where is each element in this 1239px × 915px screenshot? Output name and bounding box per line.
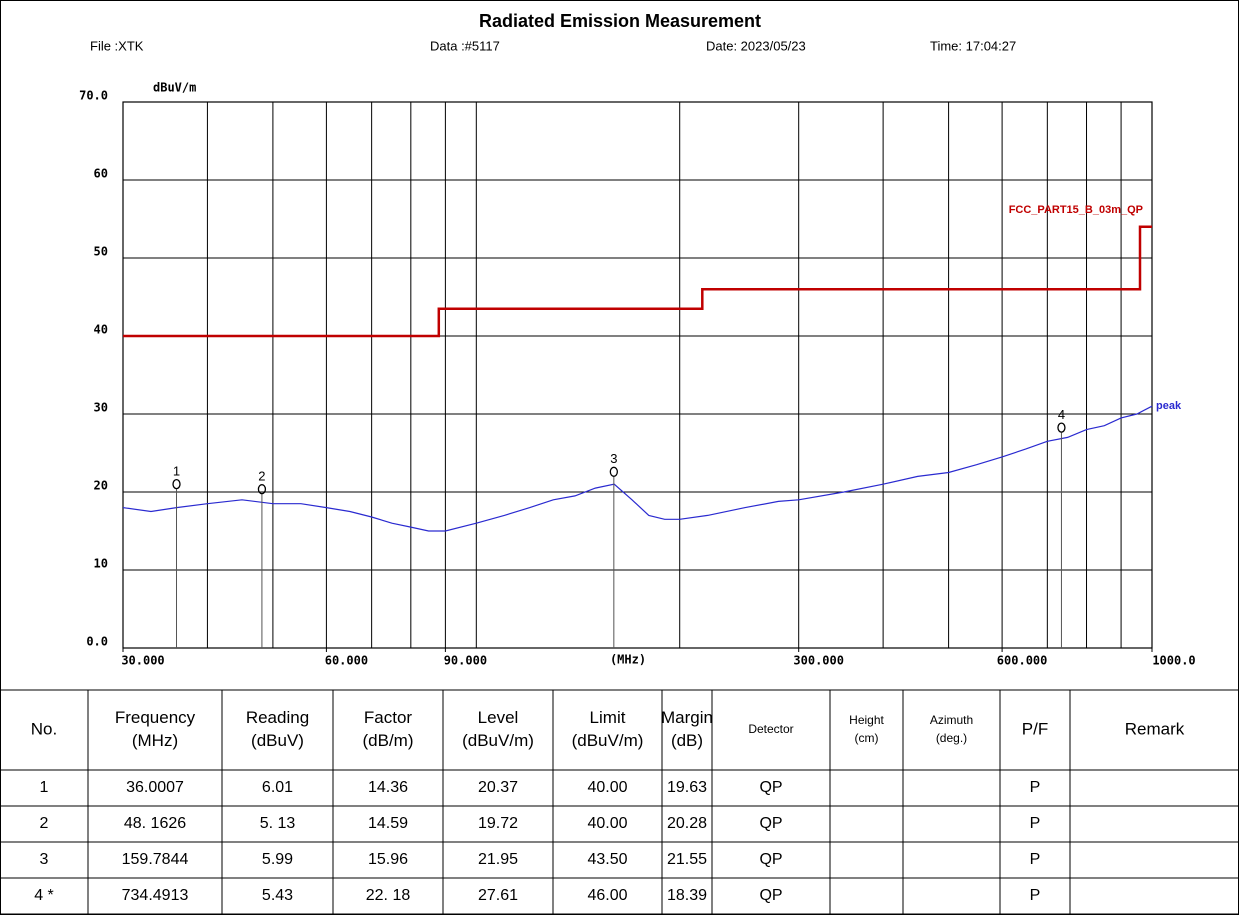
y-axis-unit: dBuV/m xyxy=(153,81,196,95)
x-tick-label: 60.000 xyxy=(325,654,368,668)
legend-label: peak xyxy=(1156,400,1182,412)
table-cell: 5.99 xyxy=(262,851,293,868)
table-header: Factor xyxy=(364,708,413,727)
table-header: Azimuth xyxy=(930,713,973,727)
data-label: Data :#5117 xyxy=(430,38,500,53)
table-cell: 20.37 xyxy=(478,779,518,796)
table-header: Reading xyxy=(246,708,309,727)
y-tick-label: 0.0 xyxy=(86,635,108,649)
table-header: (deg.) xyxy=(936,731,967,745)
table-cell: 14.36 xyxy=(368,779,408,796)
marker-point xyxy=(609,466,618,477)
table-cell: 40.00 xyxy=(587,779,627,796)
table-cell: P xyxy=(1030,779,1041,796)
table-header: (dB/m) xyxy=(363,731,414,750)
x-tick-label: 1000.0 xyxy=(1152,654,1195,668)
date-label: Date: 2023/05/23 xyxy=(706,38,806,53)
chart-title: Radiated Emission Measurement xyxy=(479,11,761,31)
table-cell: QP xyxy=(759,779,782,796)
table-header: Remark xyxy=(1125,719,1185,738)
marker-label: 3 xyxy=(610,451,617,466)
table-cell: 48. 1626 xyxy=(124,815,186,832)
y-tick-label: 60 xyxy=(94,167,108,181)
table-header: (dBuV/m) xyxy=(572,731,644,750)
marker-point xyxy=(257,484,267,495)
marker-point xyxy=(1057,422,1066,433)
plot-area xyxy=(122,101,1153,649)
table-cell: 1 xyxy=(40,779,49,796)
marker-point xyxy=(172,478,181,490)
table-cell: 19.72 xyxy=(478,815,518,832)
table-header: Margin xyxy=(661,708,713,727)
table-cell: P xyxy=(1030,815,1041,832)
y-tick-label: 50 xyxy=(94,245,108,259)
x-tick-label: 300.000 xyxy=(793,654,844,668)
x-tick-label: 600.000 xyxy=(997,654,1048,668)
table-header: Detector xyxy=(748,722,793,736)
table-cell: 40.00 xyxy=(587,815,627,832)
table-cell: 6.01 xyxy=(262,779,293,796)
table-cell: QP xyxy=(759,815,782,832)
y-tick-label: 20 xyxy=(94,479,108,493)
marker-label: 1 xyxy=(173,464,180,479)
table-header: (dBuV) xyxy=(251,731,304,750)
table-cell: 15.96 xyxy=(368,851,408,868)
table-header: Height xyxy=(849,713,884,727)
table-cell: 21.55 xyxy=(667,851,707,868)
table-cell: QP xyxy=(759,851,782,868)
table-cell: 36.0007 xyxy=(126,779,184,796)
table-cell: 5.43 xyxy=(262,887,293,904)
table-cell: 3 xyxy=(40,851,49,868)
table-cell: 159.7844 xyxy=(122,851,189,868)
table-cell: 2 xyxy=(40,815,49,832)
table-cell: P xyxy=(1030,851,1041,868)
marker-label: 4 xyxy=(1058,407,1065,422)
table-cell: 20.28 xyxy=(667,815,707,832)
table-header: (dBuV/m) xyxy=(462,731,534,750)
x-tick-label: 30.000 xyxy=(121,654,164,668)
table-header: (MHz) xyxy=(132,731,178,750)
table-cell: 43.50 xyxy=(587,851,627,868)
x-tick-label: 90.000 xyxy=(444,654,487,668)
y-tick-label: 10 xyxy=(94,557,108,571)
legend-label: FCC_PART15_B_03m_QP xyxy=(1009,204,1143,216)
table-cell: 18.39 xyxy=(667,887,707,904)
table-cell: 19.63 xyxy=(667,779,707,796)
file-label: File :XTK xyxy=(90,38,144,53)
y-tick-label: 40 xyxy=(94,323,108,337)
y-tick-label: 70.0 xyxy=(79,89,108,103)
x-axis-unit: (MHz) xyxy=(610,653,646,667)
table-cell: 46.00 xyxy=(587,887,627,904)
series-line xyxy=(122,405,1153,532)
table-header: P/F xyxy=(1022,719,1048,738)
y-tick-label: 30 xyxy=(94,401,108,415)
table-header: No. xyxy=(31,719,57,738)
table-cell: P xyxy=(1030,887,1041,904)
table-cell: QP xyxy=(759,887,782,904)
table-header: Level xyxy=(478,708,519,727)
table-header: (cm) xyxy=(855,731,879,745)
table-cell: 5. 13 xyxy=(260,815,296,832)
time-label: Time: 17:04:27 xyxy=(930,38,1016,53)
table-cell: 21.95 xyxy=(478,851,518,868)
table-cell: 27.61 xyxy=(478,887,518,904)
table-cell: 22. 18 xyxy=(366,887,411,904)
series-line xyxy=(123,225,1152,338)
marker-label: 2 xyxy=(258,469,265,484)
table-header: Frequency xyxy=(115,708,196,727)
table-header: (dB) xyxy=(671,731,703,750)
table-cell: 734.4913 xyxy=(122,887,189,904)
table-header: Limit xyxy=(590,708,626,727)
table-cell: 4 * xyxy=(34,887,54,904)
table-cell: 14.59 xyxy=(368,815,408,832)
